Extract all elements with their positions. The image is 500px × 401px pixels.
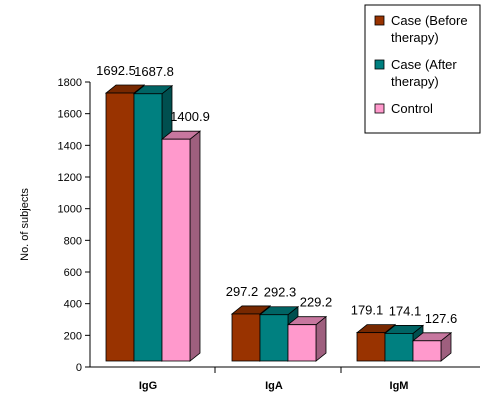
y-tick-label: 1000 bbox=[58, 204, 82, 216]
y-axis-title: No. of subjects bbox=[19, 188, 31, 261]
data-label: 1687.8 bbox=[134, 64, 174, 79]
bar-front bbox=[231, 313, 261, 362]
data-label: 1400.9 bbox=[170, 109, 210, 124]
y-tick-label: 1600 bbox=[58, 109, 82, 121]
legend-swatch bbox=[374, 15, 385, 26]
data-label: 127.6 bbox=[425, 311, 458, 326]
bar-side bbox=[189, 130, 201, 362]
y-tick-label: 1800 bbox=[58, 77, 82, 89]
y-tick-label: 1400 bbox=[58, 140, 82, 152]
bar bbox=[160, 130, 202, 362]
bar-front bbox=[105, 92, 135, 362]
y-tick-label: 400 bbox=[64, 299, 82, 311]
data-label: 292.3 bbox=[264, 285, 297, 300]
y-tick-label: 600 bbox=[64, 267, 82, 279]
y-tick-label: 0 bbox=[76, 362, 82, 374]
bar bbox=[411, 331, 453, 362]
data-label: 297.2 bbox=[226, 284, 259, 299]
bar-front bbox=[384, 333, 414, 362]
data-label: 1692.5 bbox=[96, 63, 136, 78]
legend-swatch bbox=[374, 103, 385, 114]
data-label: 229.2 bbox=[300, 295, 333, 310]
bar-front bbox=[287, 324, 317, 362]
y-tick-label: 1200 bbox=[58, 172, 82, 184]
bar-front bbox=[412, 340, 442, 362]
legend: Case (Before therapy) Case (After therapy) C… bbox=[364, 4, 481, 134]
legend-entry-label: Case (Before therapy) bbox=[391, 13, 468, 45]
bar-front bbox=[161, 138, 191, 362]
y-tick-label: 800 bbox=[64, 235, 82, 247]
bar-front bbox=[356, 332, 386, 362]
y-tick-label: 200 bbox=[64, 330, 82, 342]
data-label: 179.1 bbox=[351, 303, 384, 318]
legend-entry-label: Control bbox=[391, 101, 433, 116]
x-category-label: IgM bbox=[390, 380, 409, 392]
data-label: 174.1 bbox=[389, 303, 422, 318]
x-category-label: IgA bbox=[265, 380, 283, 392]
bar bbox=[286, 315, 328, 362]
bar-front bbox=[133, 93, 163, 362]
x-category-label: IgG bbox=[139, 380, 157, 392]
bar-front bbox=[259, 314, 289, 362]
legend-swatch bbox=[374, 59, 385, 70]
legend-entry-label: Case (After therapy) bbox=[391, 57, 457, 89]
plot-area: 0 200 400 600 800 1000 1200 1400 1600 1800 IgG IgA I… bbox=[58, 63, 480, 392]
